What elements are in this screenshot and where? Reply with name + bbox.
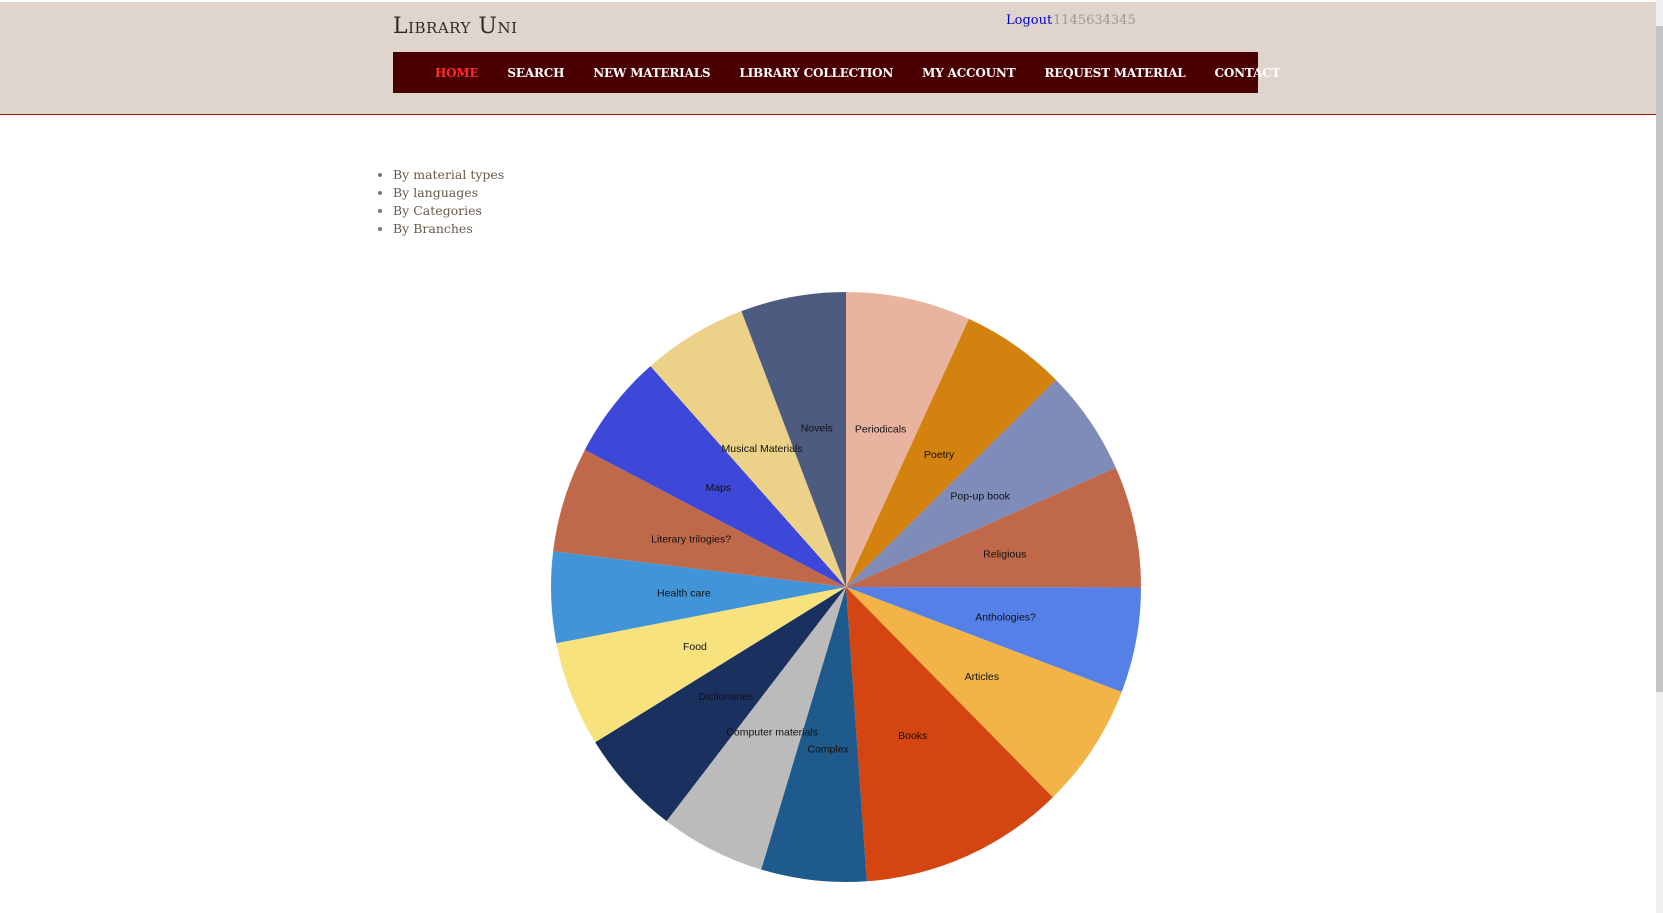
site-header: Library Uni Logout 1145634345 HOME SEARC…: [0, 2, 1656, 115]
filter-branches-link[interactable]: By Branches: [393, 221, 473, 236]
pie-label: Food: [683, 641, 707, 653]
pie-label: Dictionaries: [698, 691, 753, 703]
filter-item[interactable]: By material types: [393, 166, 504, 184]
pie-slice-religious[interactable]: [846, 467, 1141, 588]
pie-slice-food[interactable]: [556, 587, 846, 743]
pie-label: Health care: [657, 588, 711, 600]
pie-slice-periodicals[interactable]: [846, 292, 969, 587]
pie-slice-health-care[interactable]: [550, 551, 846, 644]
pie-label: Anthologies?: [975, 611, 1036, 623]
pie-slice-musical-materials[interactable]: [650, 311, 846, 587]
nav-item-library-collection[interactable]: LIBRARY COLLECTION: [739, 65, 894, 80]
nav-item-search[interactable]: SEARCH: [507, 65, 565, 80]
pie-slice-maps[interactable]: [584, 366, 846, 587]
pie-slice-anthologies[interactable]: [846, 587, 1141, 692]
pie-label: Articles: [965, 671, 999, 683]
pie-slice-literary-trilogies[interactable]: [553, 449, 846, 587]
filter-material-types-link[interactable]: By material types: [393, 167, 505, 182]
logout-link[interactable]: Logout: [1006, 13, 1053, 28]
pie-label: Poetry: [924, 449, 955, 461]
pie-label: Maps: [705, 482, 731, 494]
filter-item[interactable]: By Branches: [393, 220, 504, 238]
pie-slice-poetry[interactable]: [846, 318, 1057, 587]
pie-label: Pop-up book: [950, 491, 1010, 503]
nav-item-contact[interactable]: CONTACT: [1214, 65, 1281, 80]
pie-slice-dictionaries[interactable]: [595, 587, 846, 822]
pie-slice-books[interactable]: [846, 587, 1053, 882]
page-scrollbar[interactable]: [1656, 0, 1663, 913]
scrollbar-thumb[interactable]: [1656, 26, 1663, 692]
site-title[interactable]: Library Uni: [393, 14, 518, 39]
nav-item-home[interactable]: HOME: [435, 65, 479, 80]
filter-categories-link[interactable]: By Categories: [393, 203, 482, 218]
pie-slice-novels[interactable]: [741, 292, 846, 587]
pie-slice-complex[interactable]: [761, 587, 867, 882]
pie-label: Religious: [983, 549, 1026, 561]
filter-list: By material types By languages By Catego…: [393, 166, 504, 238]
pie-label: Novels: [801, 422, 833, 434]
pie-label: Literary trilogies?: [651, 534, 731, 546]
pie-slice-articles[interactable]: [846, 587, 1122, 798]
user-id-label: 1145634345: [1053, 13, 1136, 28]
pie-label: Periodicals: [855, 423, 906, 435]
filter-languages-link[interactable]: By languages: [393, 185, 479, 200]
main-nav: HOME SEARCH NEW MATERIALS LIBRARY COLLEC…: [393, 52, 1280, 93]
pie-slice-computer-materials[interactable]: [666, 587, 846, 870]
pie-label: Computer materials: [726, 726, 818, 738]
filter-item[interactable]: By languages: [393, 184, 504, 202]
pie-slice-pop-up-book[interactable]: [846, 379, 1116, 587]
nav-item-request-material[interactable]: REQUEST MATERIAL: [1044, 65, 1186, 80]
pie-label: Books: [898, 730, 927, 742]
pie-label: Musical Materials: [722, 443, 803, 455]
nav-item-new-materials[interactable]: NEW MATERIALS: [593, 65, 711, 80]
filter-item[interactable]: By Categories: [393, 202, 504, 220]
pie-label: Complex: [807, 743, 849, 755]
nav-item-my-account[interactable]: MY ACCOUNT: [922, 65, 1016, 80]
